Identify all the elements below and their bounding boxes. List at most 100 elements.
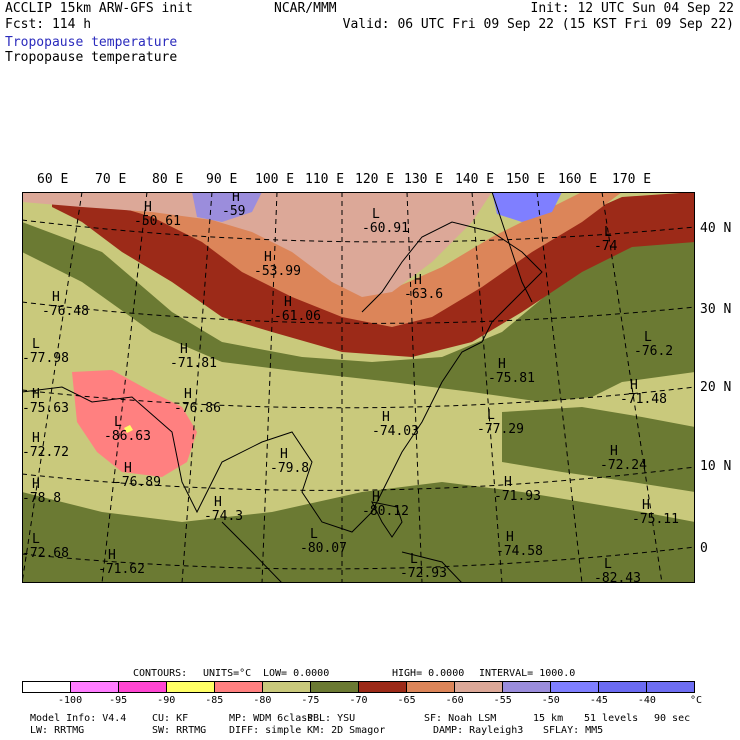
valid-time: Valid: 06 UTC Fri 09 Sep 22 (15 KST Fri …	[342, 17, 734, 32]
pressure-center-annotation: H-74.3	[204, 495, 243, 524]
footer-item: 51 levels	[584, 713, 639, 724]
footer-item: SW: RRTMG	[152, 725, 207, 736]
coastlines	[22, 192, 543, 583]
colorbar-label: -90	[157, 695, 176, 706]
pressure-center-annotation: H-75.81	[488, 357, 535, 386]
colorbar-label: -45	[589, 695, 608, 706]
lat-label: 40 N	[700, 221, 732, 236]
center-value: -76.89	[114, 475, 161, 490]
lon-label: 140 E	[455, 172, 495, 187]
footer-item: Model Info: V4.4	[30, 713, 127, 724]
colorbar-label: -95	[109, 695, 128, 706]
contours-low: LOW= 0.0000	[263, 668, 330, 679]
lat-label: 0	[700, 541, 708, 556]
pressure-center-annotation: L-72.68	[22, 532, 69, 561]
pressure-center-annotation: H-78.8	[22, 477, 61, 506]
center-kind: H	[232, 192, 240, 205]
purple-patch-east	[492, 192, 562, 222]
colorbar-label: -80	[253, 695, 272, 706]
center-value: -77.98	[22, 351, 69, 366]
colorbar-label: -50	[541, 695, 560, 706]
center-value: -63.6	[404, 287, 443, 302]
pressure-center-annotation: H-75.63	[22, 387, 69, 416]
footer-item: CU: KF	[152, 713, 189, 724]
lon-label: 60 E	[37, 172, 69, 187]
lat-label: 20 N	[700, 380, 732, 395]
center-value: -76.48	[42, 304, 89, 319]
yellow-spot	[124, 425, 133, 433]
center-kind: H	[52, 290, 60, 305]
pressure-center-annotation: L-60.91	[362, 207, 409, 236]
lon-line-120	[406, 192, 423, 583]
center-name: NCAR/MMM	[274, 1, 337, 16]
center-value: -72.72	[22, 445, 69, 460]
contours-interval: INTERVAL= 1000.0	[479, 668, 576, 679]
pressure-center-annotation: H-72.24	[600, 444, 647, 473]
pressure-center-annotation: H-53.99	[254, 250, 301, 279]
colorbar-unit: °C	[690, 695, 703, 706]
center-kind: L	[32, 337, 40, 352]
field-title-secondary: Tropopause temperature	[5, 50, 178, 65]
footer-item: PBL: YSU	[307, 713, 356, 724]
forecast-hour: Fcst: 114 h	[5, 17, 92, 32]
lon-label: 80 E	[152, 172, 184, 187]
center-kind: H	[382, 410, 390, 425]
pressure-center-annotation: H-71.48	[620, 378, 667, 407]
center-value: -71.81	[170, 356, 217, 371]
center-value: -72.93	[400, 566, 447, 581]
center-kind: H	[184, 387, 192, 402]
graticule	[22, 192, 695, 583]
colorbar-swatch	[551, 682, 599, 692]
center-kind: L	[372, 207, 380, 222]
pressure-center-annotation: H-61.06	[274, 295, 321, 324]
pressure-center-annotation: L-82.43	[594, 557, 641, 583]
lon-label: 100 E	[255, 172, 295, 187]
center-kind: H	[124, 461, 132, 476]
center-kind: L	[487, 408, 495, 423]
center-kind: H	[32, 477, 40, 492]
footer-item: MP: WDM 6class	[229, 713, 314, 724]
map-annotations: H-50.61H-59 L-60.91H-53.99H-61.06H-63.6L-…	[22, 192, 679, 583]
center-kind: H	[32, 387, 40, 402]
pressure-center-annotation: H-71.62	[98, 548, 145, 577]
center-value: -72.24	[600, 458, 647, 473]
lon-line-140	[536, 192, 583, 583]
colorbar-swatch	[359, 682, 407, 692]
center-kind: H	[504, 475, 512, 490]
colorbar-swatch	[71, 682, 119, 692]
colorbar-label: -40	[637, 695, 656, 706]
contours-high: HIGH= 0.0000	[392, 668, 465, 679]
lon-line-90	[181, 192, 213, 583]
pressure-center-annotation: L-77.98	[22, 337, 69, 366]
lon-label: 90 E	[206, 172, 238, 187]
contours-label: CONTOURS:	[133, 668, 188, 679]
center-kind: H	[264, 250, 272, 265]
pressure-center-annotation: H-71.81	[170, 342, 217, 371]
colorbar-swatch	[407, 682, 455, 692]
purple-patch-west	[192, 192, 262, 222]
lat-label: 30 N	[700, 302, 732, 317]
center-kind: L	[644, 330, 652, 345]
lat-line-30	[22, 301, 695, 324]
center-kind: L	[604, 225, 612, 240]
footer-item: LW: RRTMG	[30, 725, 85, 736]
center-kind: H	[506, 530, 514, 545]
center-value: -60.91	[362, 221, 409, 236]
center-kind: H	[642, 498, 650, 513]
center-kind: H	[180, 342, 188, 357]
center-value: -71.62	[98, 562, 145, 577]
lon-label: 160 E	[558, 172, 598, 187]
colorbar-swatch	[167, 682, 215, 692]
center-value: -72.68	[22, 546, 69, 561]
colorbar-label: -75	[301, 695, 320, 706]
orange-band	[72, 192, 622, 327]
center-kind: H	[372, 490, 380, 505]
center-value: -71.48	[620, 392, 667, 407]
center-kind: H	[32, 431, 40, 446]
salmon-patch-south-asia	[72, 370, 197, 477]
colorbar-label: -85	[205, 695, 224, 706]
pressure-center-annotation: H-63.6	[404, 273, 443, 302]
olive-patch-east	[502, 407, 695, 492]
center-kind: H	[214, 495, 222, 510]
lon-line-70	[22, 192, 83, 583]
